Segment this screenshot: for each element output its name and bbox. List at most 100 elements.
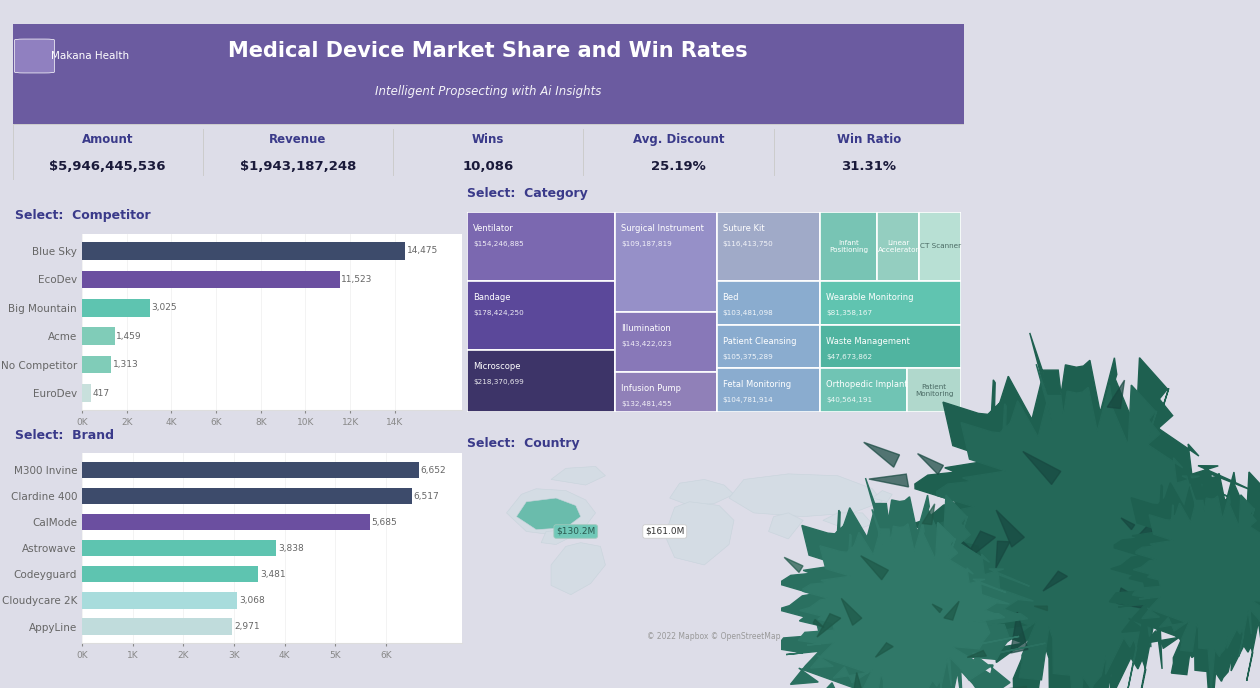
Text: Select:  Category: Select: Category bbox=[467, 187, 587, 200]
Polygon shape bbox=[507, 488, 596, 535]
Polygon shape bbox=[541, 530, 571, 544]
Text: Select:  Brand: Select: Brand bbox=[15, 429, 115, 442]
Text: Surgical Instrument: Surgical Instrument bbox=[621, 224, 704, 233]
Bar bbox=[717, 368, 820, 412]
Text: 3,068: 3,068 bbox=[239, 596, 265, 605]
Text: Linear
Accelerator: Linear Accelerator bbox=[878, 240, 919, 253]
Text: $116,413,750: $116,413,750 bbox=[722, 241, 774, 247]
Text: $103,481,098: $103,481,098 bbox=[722, 310, 774, 316]
Bar bbox=[82, 566, 258, 583]
Polygon shape bbox=[798, 509, 1019, 688]
Polygon shape bbox=[745, 549, 771, 567]
Polygon shape bbox=[861, 556, 888, 580]
Polygon shape bbox=[930, 364, 1249, 688]
Text: Select:  Country: Select: Country bbox=[467, 438, 580, 450]
Bar bbox=[820, 212, 877, 281]
Polygon shape bbox=[1011, 612, 1028, 653]
Bar bbox=[82, 327, 115, 345]
Polygon shape bbox=[1043, 571, 1067, 591]
Bar bbox=[717, 325, 820, 368]
Text: Waste Management: Waste Management bbox=[827, 337, 910, 346]
Polygon shape bbox=[730, 474, 882, 517]
Polygon shape bbox=[1109, 458, 1260, 688]
Text: 3,025: 3,025 bbox=[151, 303, 176, 312]
FancyBboxPatch shape bbox=[15, 39, 54, 73]
Polygon shape bbox=[816, 614, 840, 637]
Polygon shape bbox=[958, 539, 973, 550]
Text: $104,781,914: $104,781,914 bbox=[722, 397, 774, 403]
Text: $109,187,819: $109,187,819 bbox=[621, 241, 672, 247]
Polygon shape bbox=[769, 513, 803, 539]
FancyBboxPatch shape bbox=[0, 22, 983, 126]
Polygon shape bbox=[1034, 606, 1047, 611]
Text: $81,358,167: $81,358,167 bbox=[827, 310, 872, 316]
Bar bbox=[82, 356, 111, 374]
Text: 2,971: 2,971 bbox=[234, 622, 260, 631]
Polygon shape bbox=[517, 498, 581, 530]
Polygon shape bbox=[864, 442, 900, 467]
Bar bbox=[820, 325, 961, 368]
Polygon shape bbox=[852, 673, 864, 688]
Bar bbox=[82, 488, 412, 504]
Polygon shape bbox=[1169, 582, 1196, 591]
Text: © 2022 Mapbox © OpenStreetMap: © 2022 Mapbox © OpenStreetMap bbox=[648, 632, 781, 641]
Text: CT Scanner: CT Scanner bbox=[920, 244, 961, 250]
Bar bbox=[820, 281, 961, 325]
Text: Wins: Wins bbox=[472, 133, 504, 146]
Text: Revenue: Revenue bbox=[270, 133, 326, 146]
Text: $1,943,187,248: $1,943,187,248 bbox=[239, 160, 357, 173]
Polygon shape bbox=[842, 599, 862, 625]
Text: $154,246,885: $154,246,885 bbox=[472, 241, 524, 247]
Polygon shape bbox=[775, 478, 1046, 688]
Polygon shape bbox=[1225, 535, 1236, 553]
Bar bbox=[615, 372, 717, 412]
Text: 11,523: 11,523 bbox=[341, 275, 373, 284]
Text: Amount: Amount bbox=[82, 133, 134, 146]
Text: $130.2M: $130.2M bbox=[556, 527, 596, 536]
Text: 1,459: 1,459 bbox=[116, 332, 142, 341]
Text: Infant
Positioning: Infant Positioning bbox=[829, 240, 868, 253]
Polygon shape bbox=[833, 565, 912, 591]
Bar bbox=[907, 368, 961, 412]
Text: 6,517: 6,517 bbox=[413, 492, 440, 501]
Text: $105,375,289: $105,375,289 bbox=[722, 354, 774, 360]
Text: Wearable Monitoring: Wearable Monitoring bbox=[827, 293, 914, 302]
Text: Patient Cleansing: Patient Cleansing bbox=[722, 337, 796, 346]
Text: 14,475: 14,475 bbox=[407, 246, 438, 255]
Polygon shape bbox=[968, 651, 987, 657]
Polygon shape bbox=[813, 619, 824, 627]
Bar bbox=[82, 270, 339, 288]
Text: $40,564,191: $40,564,191 bbox=[827, 397, 872, 403]
Bar bbox=[920, 212, 961, 281]
Bar bbox=[820, 368, 907, 412]
Bar bbox=[82, 540, 276, 557]
Polygon shape bbox=[665, 502, 735, 565]
Text: Microscope: Microscope bbox=[472, 362, 520, 371]
Text: Fetal Monitoring: Fetal Monitoring bbox=[722, 380, 791, 389]
Bar bbox=[717, 281, 820, 325]
Bar bbox=[717, 212, 820, 281]
Text: 10,086: 10,086 bbox=[462, 160, 514, 173]
Polygon shape bbox=[1118, 588, 1162, 612]
Polygon shape bbox=[914, 555, 925, 578]
Bar bbox=[82, 299, 150, 316]
Text: Win Ratio: Win Ratio bbox=[837, 133, 901, 146]
Bar bbox=[615, 312, 717, 372]
Polygon shape bbox=[997, 510, 1024, 547]
Text: Orthopedic Implant: Orthopedic Implant bbox=[827, 380, 908, 389]
Text: 1,313: 1,313 bbox=[113, 360, 139, 369]
Polygon shape bbox=[1138, 514, 1158, 540]
Text: $47,673,862: $47,673,862 bbox=[827, 354, 872, 360]
Bar bbox=[82, 242, 406, 260]
Text: $178,424,250: $178,424,250 bbox=[472, 310, 524, 316]
Text: Bed: Bed bbox=[722, 293, 740, 302]
Polygon shape bbox=[748, 572, 777, 581]
Bar bbox=[615, 212, 717, 312]
Text: Select:  Competitor: Select: Competitor bbox=[15, 209, 151, 222]
Bar bbox=[82, 619, 232, 634]
Text: 25.19%: 25.19% bbox=[651, 160, 706, 173]
Polygon shape bbox=[551, 543, 605, 594]
Polygon shape bbox=[1211, 631, 1252, 645]
Polygon shape bbox=[932, 604, 942, 612]
Polygon shape bbox=[876, 643, 893, 657]
